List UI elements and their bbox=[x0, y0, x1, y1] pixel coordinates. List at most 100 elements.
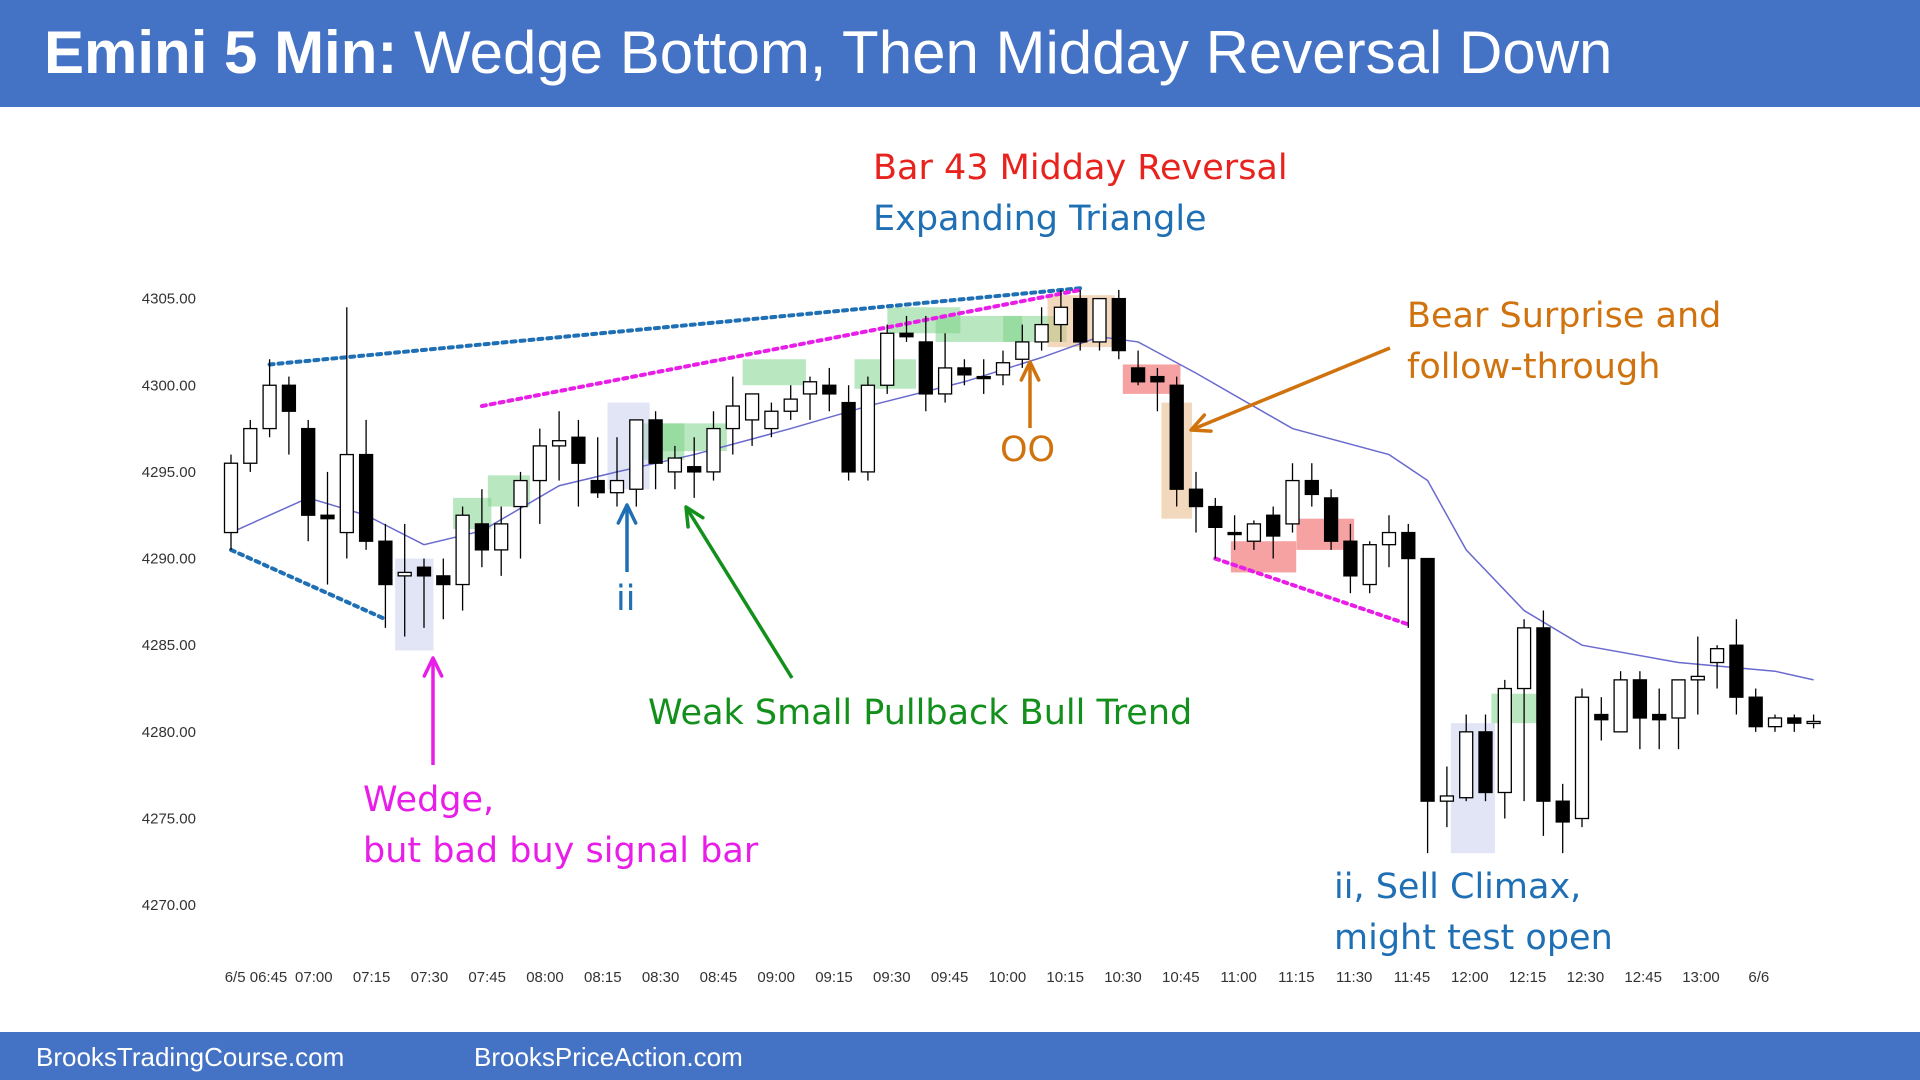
candle-body bbox=[1015, 341, 1030, 360]
candle-body bbox=[1266, 514, 1281, 537]
candle bbox=[1169, 376, 1184, 507]
x-tick-label: 08:15 bbox=[584, 969, 622, 986]
candle-body bbox=[899, 332, 914, 338]
x-tick-label: 11:30 bbox=[1336, 969, 1372, 986]
candle-body bbox=[1594, 713, 1609, 721]
candle bbox=[629, 419, 644, 507]
candle bbox=[1459, 714, 1474, 802]
candle-body bbox=[1285, 479, 1300, 525]
candle bbox=[976, 359, 991, 394]
highlight-box bbox=[742, 359, 806, 386]
candle-body bbox=[1208, 505, 1223, 529]
candle bbox=[358, 419, 374, 550]
candle bbox=[1806, 714, 1821, 729]
candle-body bbox=[243, 427, 258, 464]
candle bbox=[1787, 714, 1802, 732]
y-tick-label: 4295.00 bbox=[142, 464, 196, 481]
annotation-weak-trend: Weak Small Pullback Bull Trend bbox=[648, 693, 1193, 733]
x-tick-label: 07:45 bbox=[468, 969, 506, 986]
annotation-ii-top: ii bbox=[616, 579, 636, 619]
y-tick-label: 4275.00 bbox=[142, 811, 196, 828]
title-bar bbox=[0, 0, 1920, 107]
x-tick-label: 12:45 bbox=[1624, 969, 1662, 986]
x-tick-label: 08:30 bbox=[642, 969, 680, 986]
candle bbox=[802, 376, 818, 420]
arrow-head bbox=[684, 505, 705, 529]
candle bbox=[243, 419, 258, 472]
footer-right-link[interactable]: BrooksPriceAction.com bbox=[474, 1042, 743, 1072]
candle bbox=[1246, 520, 1262, 550]
candle-body bbox=[937, 367, 953, 395]
candle-body bbox=[301, 427, 316, 516]
x-tick-label: 09:30 bbox=[873, 969, 911, 986]
candle bbox=[1304, 463, 1319, 507]
candle bbox=[551, 411, 567, 481]
candle-body bbox=[436, 575, 451, 586]
candle bbox=[899, 315, 914, 342]
candle-body bbox=[1053, 306, 1069, 326]
candle-body bbox=[1709, 648, 1725, 664]
candle-body bbox=[629, 419, 644, 490]
x-tick-label: 12:30 bbox=[1567, 969, 1605, 986]
x-tick-label: 10:00 bbox=[989, 969, 1027, 986]
annotation-midday-reversal: Bar 43 Midday Reversal bbox=[873, 148, 1288, 188]
candle-body bbox=[1111, 297, 1126, 352]
arrow-head bbox=[422, 656, 444, 678]
candle bbox=[1690, 636, 1705, 715]
candle bbox=[1729, 619, 1744, 715]
x-tick-label: 6/5 06:45 bbox=[225, 969, 288, 986]
x-tick-label: 11:00 bbox=[1220, 969, 1256, 986]
candle-body bbox=[1343, 540, 1358, 577]
candle-body bbox=[1420, 557, 1435, 802]
annotation-expanding-triangle: Expanding Triangle bbox=[873, 199, 1207, 239]
candle-body bbox=[1536, 627, 1551, 802]
candle bbox=[822, 367, 837, 412]
candle-body bbox=[1130, 367, 1146, 383]
candle bbox=[957, 359, 972, 386]
title-rest: Wedge Bottom, Then Midday Reversal Down bbox=[397, 19, 1613, 86]
candle-body bbox=[1381, 531, 1397, 546]
candle-body bbox=[532, 445, 547, 482]
candle bbox=[1053, 289, 1069, 342]
candle-body bbox=[976, 375, 991, 380]
candle-body bbox=[455, 514, 470, 586]
y-tick-label: 4305.00 bbox=[142, 291, 196, 308]
candle bbox=[532, 428, 547, 524]
candle bbox=[609, 437, 625, 507]
candle bbox=[571, 419, 586, 507]
candle bbox=[1130, 350, 1146, 386]
x-tick-label: 09:00 bbox=[757, 969, 795, 986]
candle-body bbox=[783, 398, 798, 412]
ema-line bbox=[230, 335, 1814, 681]
candle-body bbox=[1246, 523, 1262, 542]
candle-body bbox=[1092, 297, 1107, 343]
annotation-sell-climax-1: ii, Sell Climax, bbox=[1334, 867, 1582, 907]
candle-body bbox=[590, 479, 605, 494]
candle bbox=[764, 402, 779, 438]
candle bbox=[1034, 307, 1049, 351]
annotation-oo: OO bbox=[1000, 430, 1056, 470]
candle-body bbox=[822, 384, 837, 395]
candle-body bbox=[918, 341, 933, 395]
arrow-shaft bbox=[684, 506, 794, 679]
candle-body bbox=[474, 523, 490, 551]
candle bbox=[1516, 619, 1532, 802]
candle bbox=[301, 419, 316, 542]
candle bbox=[687, 437, 702, 498]
candle bbox=[880, 324, 895, 394]
candle-body bbox=[1401, 531, 1416, 560]
y-tick-label: 4270.00 bbox=[142, 897, 196, 914]
candle bbox=[397, 523, 412, 637]
page-title: Emini 5 Min: Wedge Bottom, Then Midday R… bbox=[44, 18, 1612, 87]
footer-bar bbox=[0, 1032, 1920, 1080]
x-tick-label: 13:00 bbox=[1682, 969, 1720, 986]
footer-left-link[interactable]: BrooksTradingCourse.com bbox=[36, 1042, 345, 1072]
candle-body bbox=[358, 453, 374, 542]
wedge-arrow bbox=[422, 656, 444, 765]
wedge-top-line bbox=[479, 287, 1083, 409]
candle-body bbox=[1304, 479, 1319, 496]
arrow-head bbox=[616, 503, 638, 525]
candle-body bbox=[416, 566, 432, 577]
candle bbox=[1671, 679, 1686, 750]
candle bbox=[1709, 645, 1725, 689]
